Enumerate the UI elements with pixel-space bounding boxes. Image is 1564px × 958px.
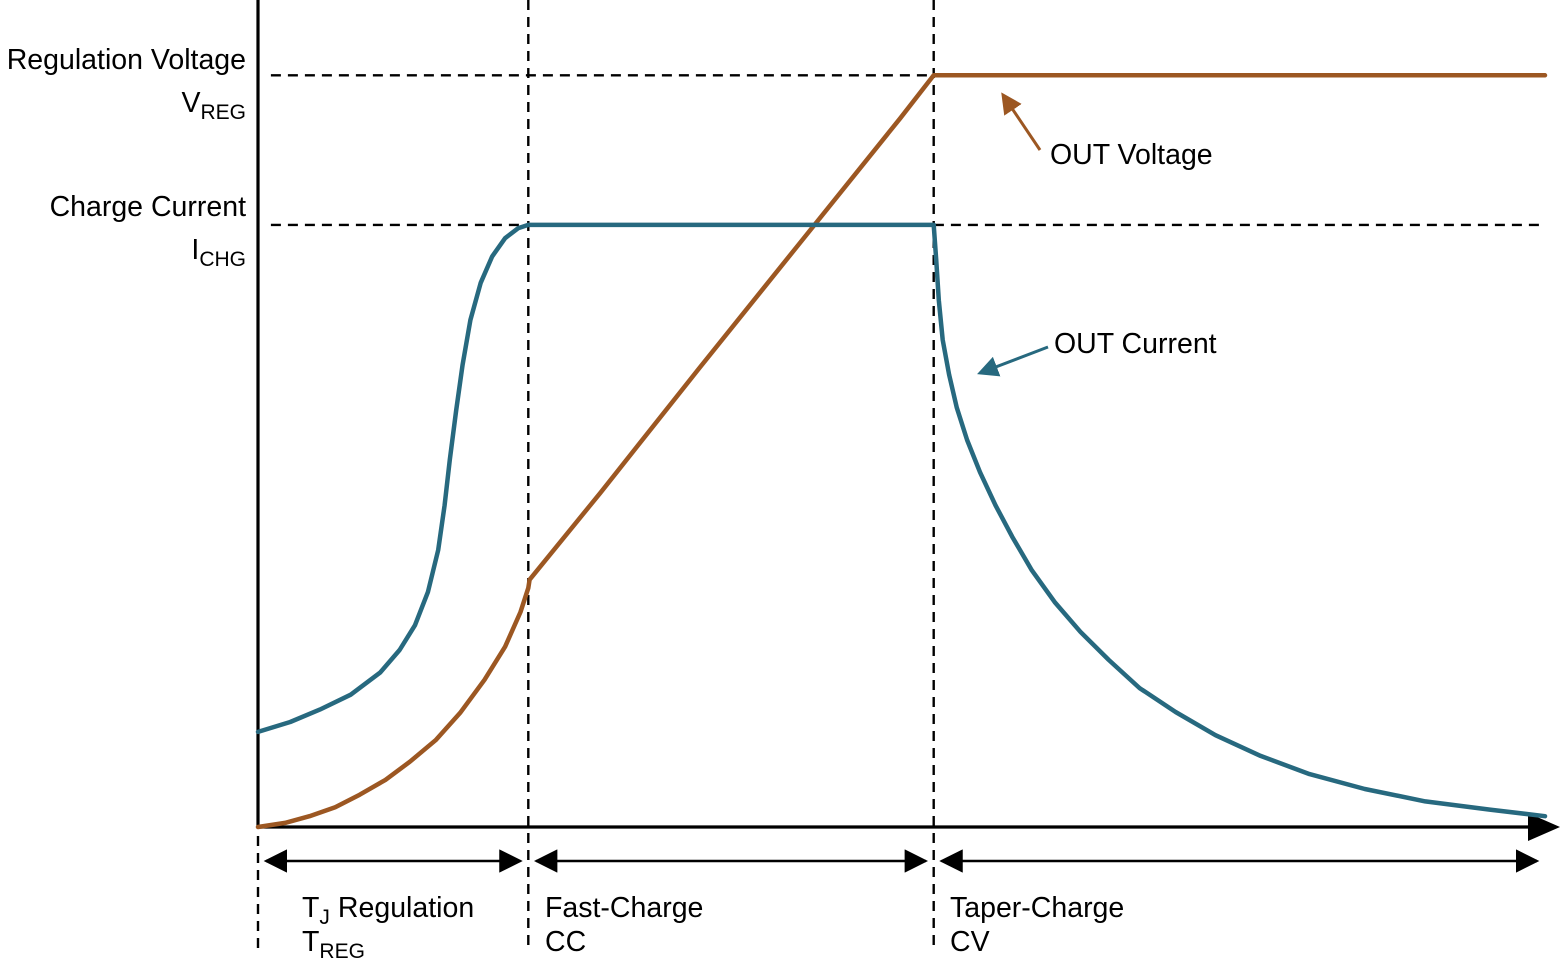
phase-treg-label: TREG bbox=[302, 926, 365, 958]
phase-cc-label: CC bbox=[545, 926, 586, 958]
x-axis-arrowhead-icon bbox=[1528, 813, 1560, 841]
charge-current-label: Charge Current bbox=[50, 191, 247, 223]
ichg-label: ICHG bbox=[191, 234, 246, 271]
vreg-label: VREG bbox=[181, 87, 246, 124]
out-current-curve bbox=[255, 222, 1548, 819]
phase-tj-regulation-label: TJ Regulation bbox=[302, 892, 474, 929]
out-voltage-annotation: OUT Voltage bbox=[1050, 139, 1213, 171]
out-voltage-arrow-icon bbox=[1001, 92, 1042, 151]
phase-fast-charge-label: Fast-Charge bbox=[545, 892, 703, 924]
regulation-voltage-label: Regulation Voltage bbox=[7, 44, 246, 76]
out-current-arrow-icon bbox=[977, 345, 1049, 377]
out-current-annotation: OUT Current bbox=[1054, 328, 1217, 360]
out-voltage-curve bbox=[255, 73, 1548, 830]
phase-taper-charge-label: Taper-Charge bbox=[950, 892, 1124, 924]
phase-cv-label: CV bbox=[950, 926, 990, 958]
